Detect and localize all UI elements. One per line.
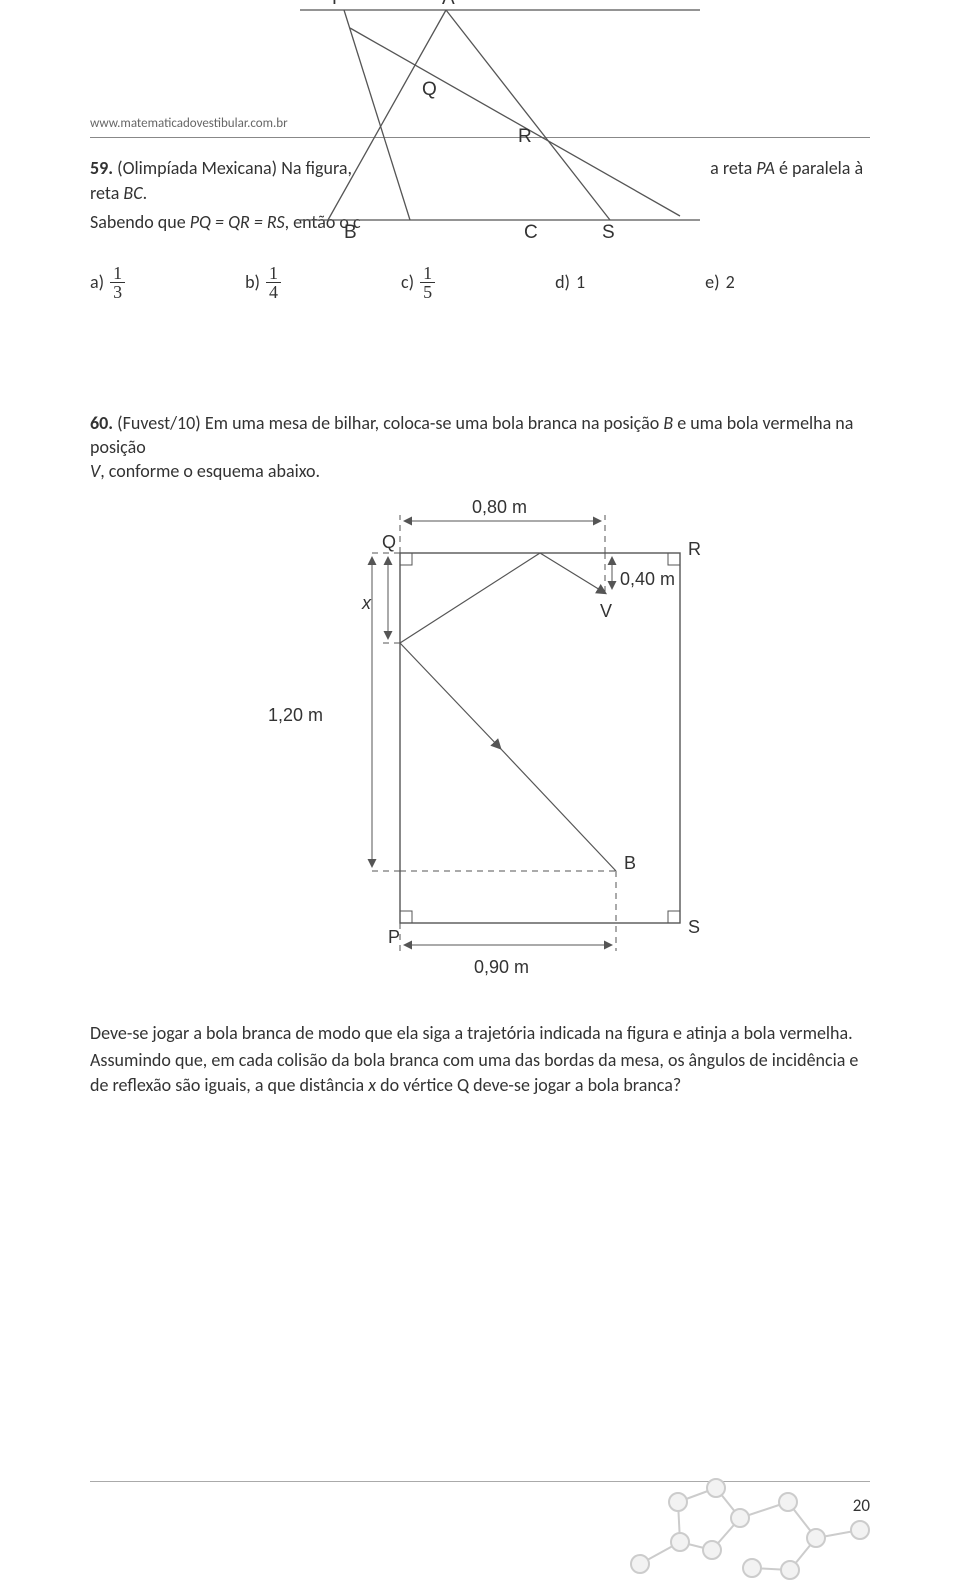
fx: x bbox=[361, 593, 372, 613]
label-P: P bbox=[332, 0, 345, 9]
q60-B: B bbox=[663, 412, 673, 434]
opt-c: c) 1 5 bbox=[401, 264, 435, 301]
decorative-graphic bbox=[620, 1452, 900, 1582]
question-60: 60. (Fuvest/10) Em uma mesa de bilhar, c… bbox=[90, 411, 870, 1098]
fS: S bbox=[688, 917, 700, 937]
fB: B bbox=[624, 853, 636, 873]
m120: 1,20 m bbox=[268, 705, 323, 725]
q59-figure: P A Q R B C S bbox=[300, 0, 700, 240]
opt-b: b) 1 4 bbox=[245, 264, 281, 301]
frac-b: 1 4 bbox=[266, 264, 281, 301]
fV: V bbox=[600, 601, 612, 621]
opt-d: d) 1 bbox=[555, 271, 585, 293]
opt-a: a) 1 3 bbox=[90, 264, 125, 301]
m080: 0,80 m bbox=[472, 497, 527, 517]
q60-para2: Assumindo que, em cada colisão da bola b… bbox=[90, 1048, 870, 1098]
q59-options: a) 1 3 b) 1 4 c) 1 5 d) 1 e) 2 bbox=[90, 264, 870, 301]
label-Q: Q bbox=[422, 79, 437, 100]
opt-e: e) 2 bbox=[705, 271, 735, 293]
label-A: A bbox=[442, 0, 455, 9]
q59-source: (Olimpíada Mexicana) bbox=[117, 157, 277, 179]
q60-t1: Em uma mesa de bilhar, coloca-se uma bol… bbox=[205, 412, 659, 434]
q60-para1: Deve-se jogar a bola branca de modo que … bbox=[90, 1021, 870, 1046]
m040: 0,40 m bbox=[620, 569, 675, 589]
q60-x: x bbox=[368, 1074, 376, 1096]
q60-source: (Fuvest/10) bbox=[117, 412, 201, 434]
q60-number: 60. bbox=[90, 412, 113, 434]
fQ: Q bbox=[382, 532, 396, 552]
q59-t2: a reta bbox=[710, 157, 752, 179]
frac-a: 1 3 bbox=[110, 264, 125, 301]
label-B: B bbox=[344, 222, 357, 240]
label-C: C bbox=[524, 222, 538, 240]
fP: P bbox=[388, 927, 400, 947]
q59-number: 59. bbox=[90, 157, 113, 179]
q60-t3: , conforme o esquema abaixo. bbox=[100, 460, 320, 482]
q59-pa: PA bbox=[756, 157, 775, 179]
fR: R bbox=[688, 539, 701, 559]
q60-V: V bbox=[90, 460, 100, 482]
m090: 0,90 m bbox=[474, 957, 529, 977]
q60-figure: 0,80 m 0,40 m 1,20 m 0,90 m Q R V x B P … bbox=[260, 493, 740, 1003]
q59-bc: BC bbox=[123, 182, 142, 204]
label-S: S bbox=[602, 222, 615, 240]
frac-c: 1 5 bbox=[420, 264, 435, 301]
q59-eq: PQ = QR = RS bbox=[190, 211, 285, 233]
label-R: R bbox=[518, 126, 532, 147]
q59-l2a: Sabendo que bbox=[90, 211, 186, 233]
